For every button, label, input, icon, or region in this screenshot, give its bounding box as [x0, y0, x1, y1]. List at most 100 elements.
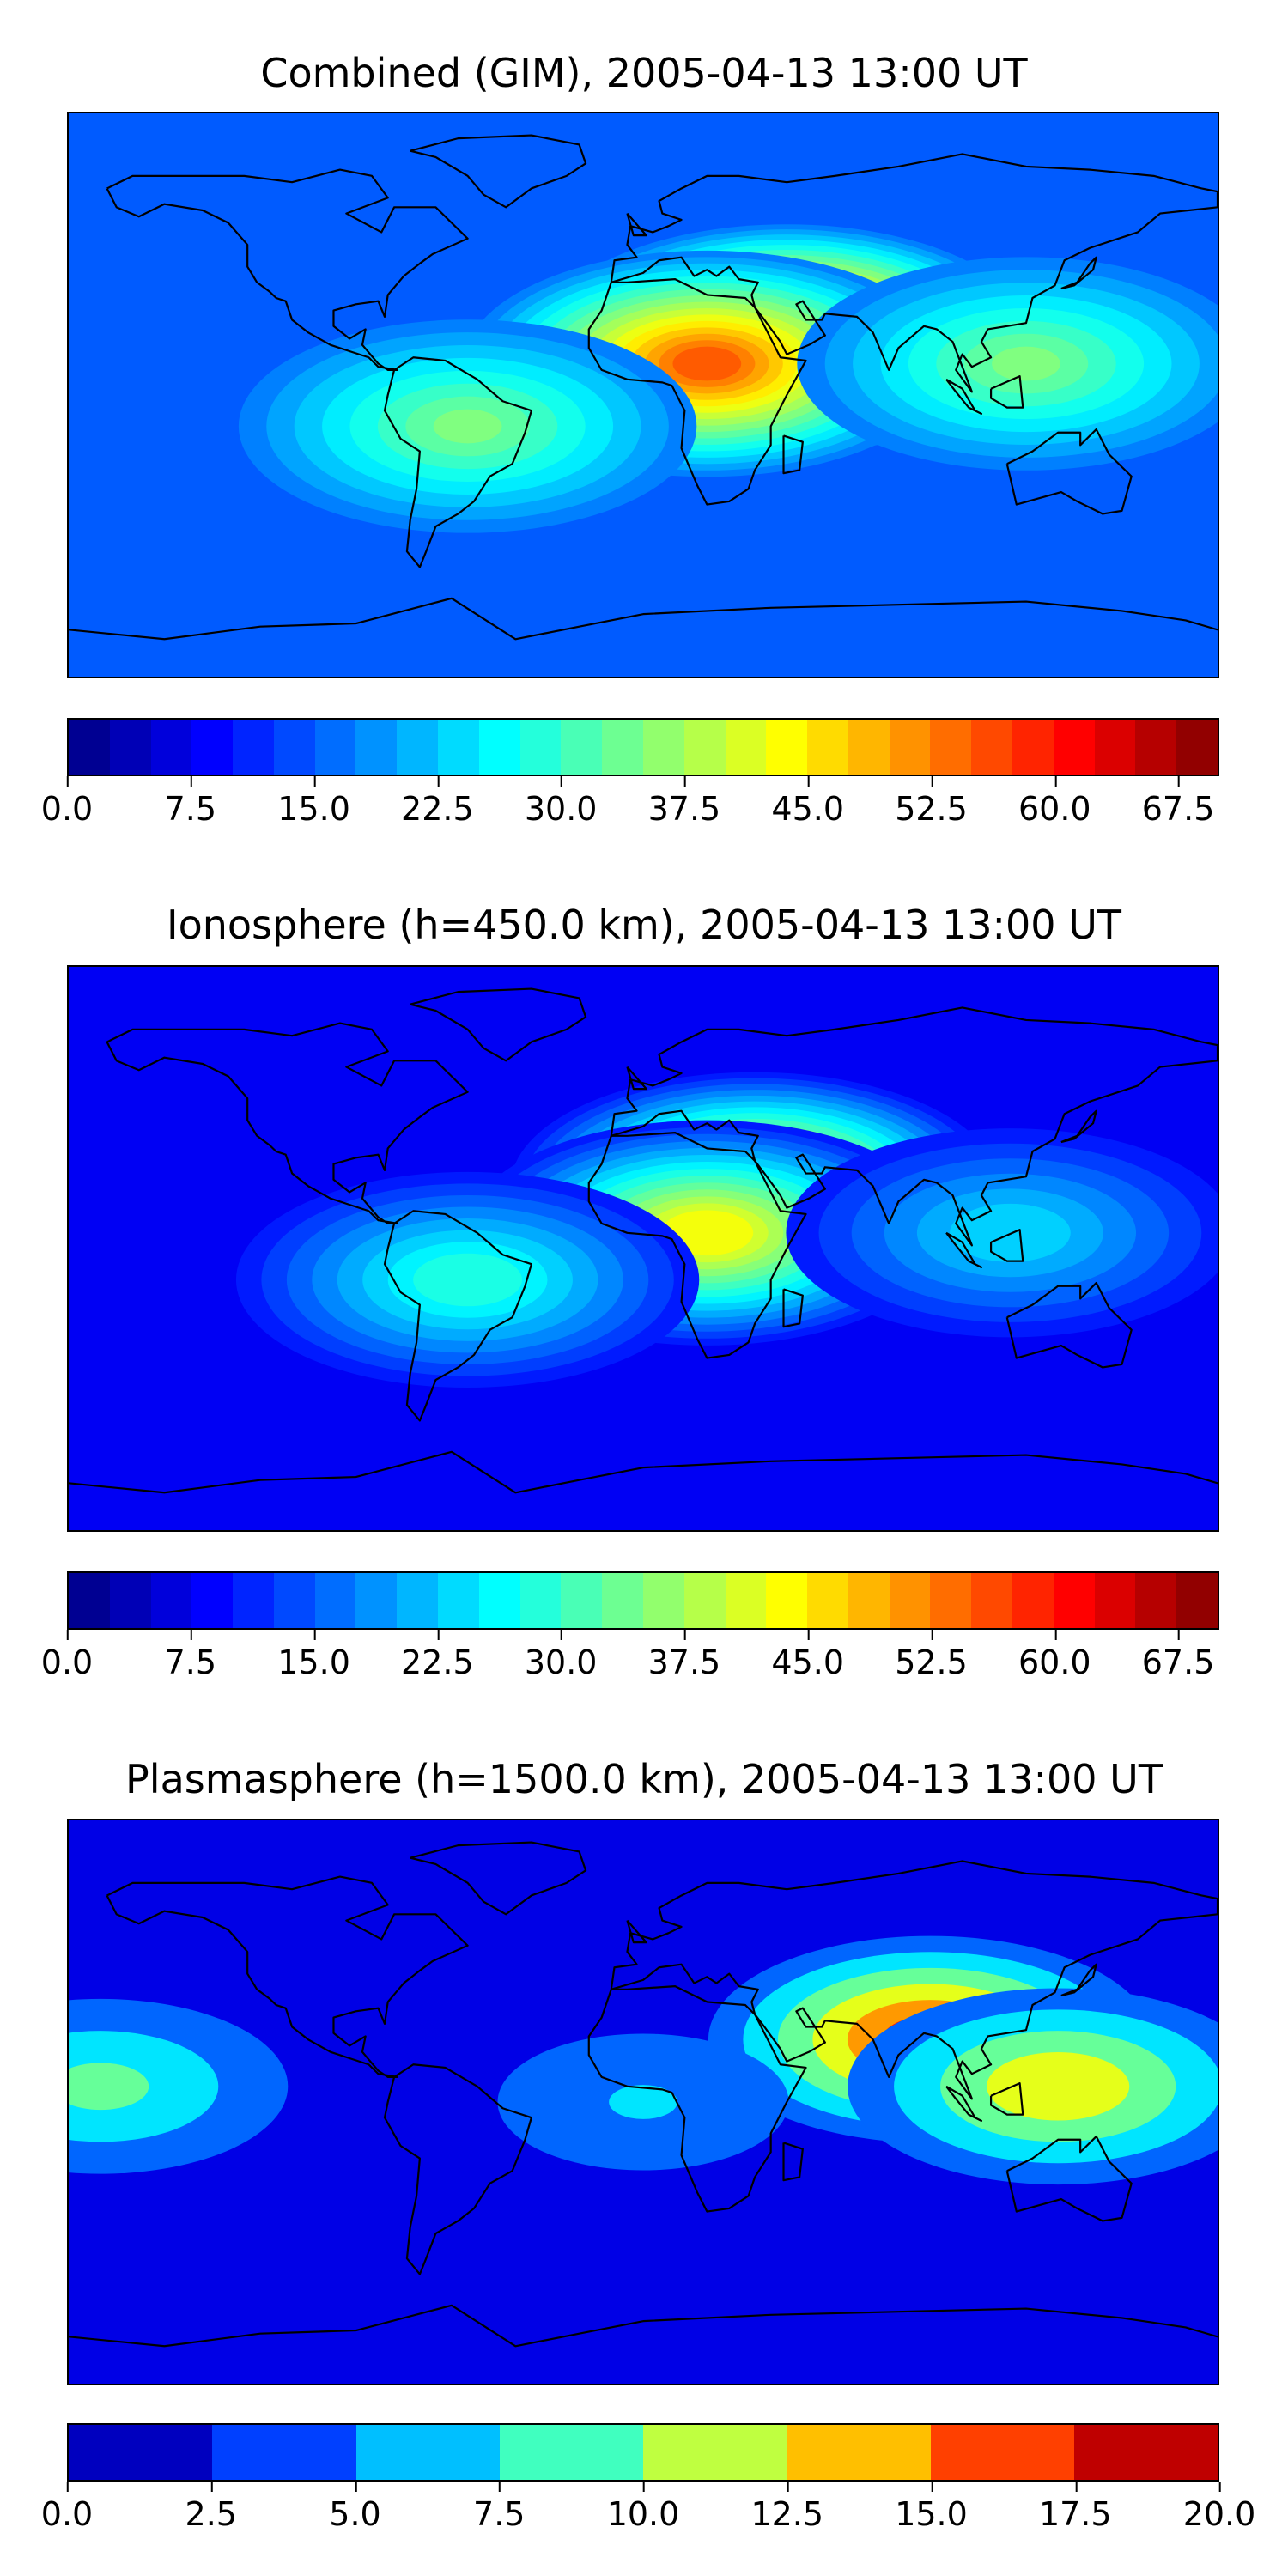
colorbar-segment	[273, 720, 315, 775]
colorbar-tick-label: 5.0	[329, 2482, 381, 2533]
colorbar-segment	[643, 2425, 787, 2480]
colorbar	[67, 1571, 1219, 1630]
colorbar-segment	[438, 1573, 479, 1628]
colorbar-tick-label: 52.5	[895, 1630, 968, 1681]
coastline	[989, 1229, 1024, 1262]
colorbar-segment	[478, 720, 520, 775]
coastline	[610, 1860, 1218, 2100]
colorbar-tick-label: 60.0	[1018, 1630, 1091, 1681]
colorbar-segment	[642, 720, 684, 775]
colorbar-segment	[807, 720, 848, 775]
colorbar-tick-label: 37.5	[648, 776, 720, 828]
coastline	[69, 2304, 1218, 2348]
colorbar-segment	[397, 720, 439, 775]
colorbar-ticks: 0.0 7.5 15.0 22.5 30.0 37.5 45.0 52.5 60.0 67.5	[41, 1630, 1219, 1681]
colorbar-tick-label: 52.5	[895, 776, 968, 828]
colorbar-segment	[889, 1573, 931, 1628]
colorbar-segment	[561, 720, 603, 775]
coastline	[626, 1919, 647, 1944]
colorbar-segment	[150, 1573, 192, 1628]
colorbar	[67, 2423, 1219, 2482]
contour-level	[950, 1203, 1071, 1262]
colorbar-segment	[930, 1573, 972, 1628]
colorbar-segment	[233, 1573, 274, 1628]
colorbar-segment	[1135, 720, 1177, 775]
colorbar-tick-label: 45.0	[771, 776, 844, 828]
coastline	[410, 134, 587, 209]
colorbar-segment	[499, 2425, 643, 2480]
chart-title: Ionosphere (h=450.0 km), 2005-04-13 13:0…	[167, 902, 1121, 948]
colorbar-segment	[478, 1573, 520, 1628]
colorbar-tick-label: 15.0	[277, 776, 350, 828]
colorbar-segment	[930, 720, 972, 775]
colorbar-tick-label: 60.0	[1018, 776, 1091, 828]
colorbar-segment	[971, 720, 1012, 775]
colorbar-segment	[438, 720, 479, 775]
colorbar-segment	[212, 2425, 356, 2480]
colorbar-tick-label: 7.5	[473, 2482, 525, 2533]
colorbar-segment	[683, 720, 726, 775]
colorbar-segment	[683, 1573, 726, 1628]
tec-map-svg	[69, 967, 1218, 1530]
colorbar-segment	[1176, 720, 1218, 775]
coastline	[610, 1006, 1218, 1247]
colorbar-segment	[355, 2425, 500, 2480]
coastline	[587, 278, 807, 506]
colorbar-segment	[109, 720, 151, 775]
colorbar-tick-label: 30.0	[525, 776, 597, 828]
colorbar-segment	[519, 1573, 562, 1628]
colorbar-tick-label: 12.5	[750, 2482, 823, 2533]
coastline	[587, 1132, 807, 1359]
colorbar-segment	[889, 720, 931, 775]
colorbar-tick-label: 20.0	[1183, 2482, 1255, 2533]
colorbar-segment	[848, 720, 890, 775]
chart-title: Combined (GIM), 2005-04-13 13:00 UT	[260, 50, 1028, 96]
colorbar-tick-label: 22.5	[401, 776, 474, 828]
coastline	[383, 2063, 532, 2275]
colorbar-segment	[233, 720, 274, 775]
colorbar-segment	[1012, 720, 1054, 775]
colorbar-segment	[519, 720, 562, 775]
coastline	[989, 2082, 1024, 2116]
coastline	[989, 375, 1024, 409]
colorbar-ticks: 0.0 2.5 5.0 7.5 10.0 12.5 15.0 17.5 20.0	[41, 2482, 1255, 2533]
coastline	[626, 1066, 647, 1091]
colorbar	[67, 718, 1219, 776]
contour-level	[413, 1253, 523, 1307]
colorbar-segment	[355, 1573, 398, 1628]
colorbar-tick-label: 30.0	[525, 1630, 597, 1681]
colorbar-segment	[150, 720, 192, 775]
colorbar-segment	[1073, 2425, 1218, 2480]
colorbar-segment	[397, 1573, 439, 1628]
colorbar-segment	[1094, 1573, 1136, 1628]
colorbar-tick-label: 67.5	[1142, 776, 1214, 828]
coastline	[1005, 428, 1133, 515]
coastline	[782, 434, 804, 475]
colorbar-segment	[930, 2425, 1074, 2480]
coastline	[945, 2085, 983, 2122]
colorbar-tick-label: 2.5	[185, 2482, 237, 2533]
colorbar-tick-label: 7.5	[165, 776, 216, 828]
tec-map	[67, 965, 1219, 1532]
colorbar-tick-label: 0.0	[41, 776, 93, 828]
colorbar-tick-label: 15.0	[895, 2482, 968, 2533]
colorbar-segment	[787, 2425, 931, 2480]
colorbar-segment	[642, 1573, 684, 1628]
coastline	[410, 1841, 587, 1916]
colorbar-segment	[314, 720, 356, 775]
colorbar-tick-label: 17.5	[1039, 2482, 1112, 2533]
colorbar-tick-label: 7.5	[165, 1630, 216, 1681]
colorbar-tick-label: 67.5	[1142, 1630, 1214, 1681]
colorbar-segment	[725, 1573, 767, 1628]
contour-level	[69, 2063, 149, 2111]
tec-map	[67, 112, 1219, 678]
contour-level	[987, 2052, 1130, 2121]
coastline	[1005, 2135, 1133, 2222]
colorbar-segment	[355, 720, 398, 775]
colorbar-segment	[848, 1573, 890, 1628]
coastline	[383, 1210, 532, 1422]
colorbar-segment	[1135, 1573, 1177, 1628]
colorbar-segment	[109, 1573, 151, 1628]
colorbar-tick-label: 37.5	[648, 1630, 720, 1681]
colorbar-segment	[1053, 720, 1095, 775]
